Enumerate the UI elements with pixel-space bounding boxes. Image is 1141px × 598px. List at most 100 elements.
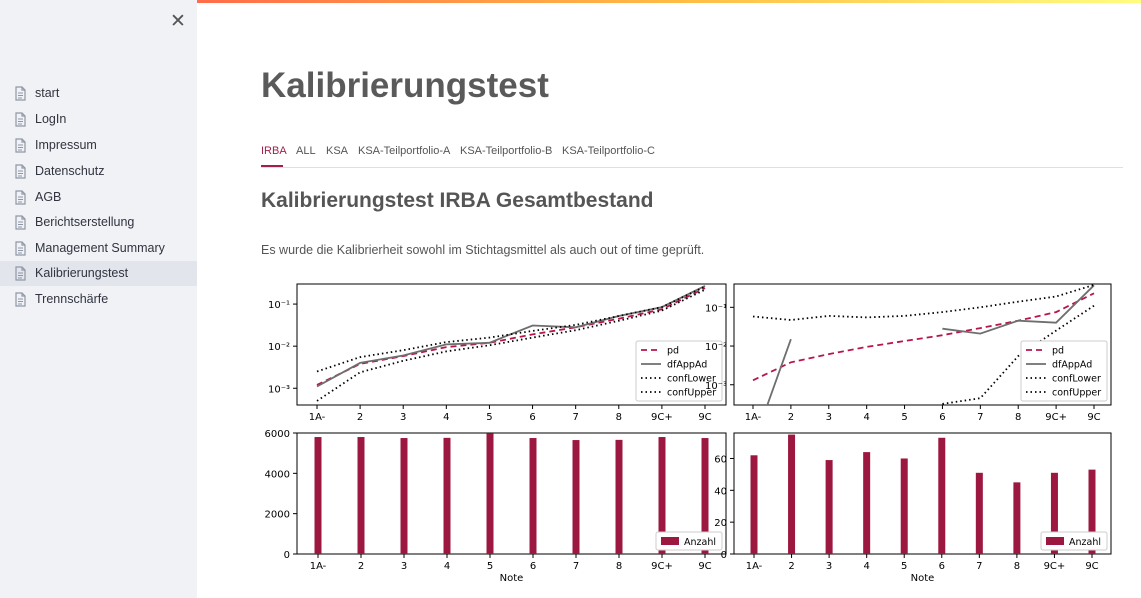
bar <box>572 440 580 554</box>
y-tick-label: 6000 <box>265 429 290 440</box>
sidebar-item-agb[interactable]: AGB <box>0 185 197 210</box>
sidebar-item-label: AGB <box>35 190 62 204</box>
y-tick-label: 4000 <box>265 469 290 480</box>
sidebar-item-login[interactable]: LogIn <box>0 107 197 132</box>
y-tick-label: 0 <box>721 550 727 561</box>
x-tick-label: 2 <box>788 412 794 423</box>
bar <box>314 437 322 554</box>
tab-ksa[interactable]: KSA <box>326 145 349 157</box>
chart-pd-log-left: 10⁻³ 10⁻² 10⁻¹ 1A- 2 3 4 5 6 7 8 9C+ 9C pd dfAppAd conf… <box>268 283 727 423</box>
x-tick-label: 3 <box>401 561 407 572</box>
tab-ksa-teilportfolio-b[interactable]: KSA-Teilportfolio-B <box>460 145 553 157</box>
sidebar-item-trennschärfe[interactable]: Trennschärfe <box>0 287 197 312</box>
legend-label: Anzahl <box>1069 537 1101 548</box>
x-tick-label: 2 <box>788 561 794 572</box>
y-tick-label: 10⁻¹ <box>268 300 290 311</box>
chart-pd-log-right: 10⁻³ 10⁻² 10⁻¹ 1A- 2 3 4 5 6 7 8 9C+ 9C pd dfAppAd conf… <box>705 283 1112 423</box>
plot-frame <box>296 283 727 406</box>
sidebar-item-label: Management Summary <box>35 241 165 255</box>
bar <box>486 433 494 554</box>
close-sidebar-button[interactable]: ✕ <box>170 11 186 32</box>
sidebar-item-management-summary[interactable]: Management Summary <box>0 236 197 261</box>
x-tick-label: 5 <box>486 412 492 423</box>
document-icon <box>15 164 26 179</box>
chart-anzahl-left: 0 2000 4000 6000 1A- 2 3 4 5 6 7 8 9C+ 9C Note Anzahl <box>265 429 727 584</box>
sidebar-item-impressum[interactable]: Impressum <box>0 133 197 158</box>
tab-ksa-teilportfolio-a[interactable]: KSA-Teilportfolio-A <box>358 145 451 157</box>
tab-ksa-teilportfolio-c[interactable]: KSA-Teilportfolio-C <box>562 145 655 157</box>
x-tick-label: 5 <box>901 561 907 572</box>
document-icon <box>15 215 26 230</box>
main-content: Kalibrierungstest IRBA ALL KSA KSA-Teilport… <box>197 0 1141 598</box>
sidebar-item-datenschutz[interactable]: Datenschutz <box>0 159 197 184</box>
bar <box>825 460 833 554</box>
series-line-pd <box>316 287 706 386</box>
x-tick-label: 6 <box>529 412 535 423</box>
y-tick-label: 60 <box>714 454 727 465</box>
x-tick-label: 8 <box>616 561 622 572</box>
x-tick-label: 9C <box>698 561 711 572</box>
bar <box>701 438 709 554</box>
x-tick-label: 1A- <box>746 561 763 572</box>
bar <box>443 437 451 554</box>
series-line-confupper <box>316 285 706 373</box>
x-tick-label: 3 <box>826 412 832 423</box>
x-axis-label: Note <box>911 573 935 584</box>
x-tick-label: 8 <box>1015 412 1021 423</box>
x-tick-label: 9C <box>698 412 711 423</box>
tab-all[interactable]: ALL <box>296 145 316 157</box>
sidebar-item-label: Berichtserstellung <box>35 215 135 229</box>
bar <box>658 437 666 554</box>
document-icon <box>15 138 26 153</box>
bar <box>900 458 908 554</box>
x-tick-label: 8 <box>616 412 622 423</box>
x-tick-label: 7 <box>573 561 579 572</box>
x-tick-label: 6 <box>530 561 536 572</box>
y-tick-label: 10⁻¹ <box>705 303 727 314</box>
sidebar-item-start[interactable]: start <box>0 81 197 106</box>
plot-frame <box>733 432 1112 555</box>
active-tab-indicator <box>261 165 283 167</box>
sidebar-item-label: Datenschutz <box>35 164 105 178</box>
x-tick-label: 5 <box>487 561 493 572</box>
y-tick-label: 10⁻³ <box>705 381 727 392</box>
legend-box <box>1020 340 1108 402</box>
legend-label: pd <box>667 346 679 357</box>
x-tick-label: 9C+ <box>1044 561 1066 572</box>
x-tick-label: 4 <box>863 561 869 572</box>
x-tick-label: 7 <box>976 561 982 572</box>
x-tick-label: 7 <box>572 412 578 423</box>
sidebar-item-berichtserstellung[interactable]: Berichtserstellung <box>0 210 197 235</box>
document-icon <box>15 112 26 127</box>
x-axis-label: Note <box>500 573 524 584</box>
document-icon <box>15 292 26 307</box>
bar <box>615 439 623 554</box>
legend-label: pd <box>1052 346 1064 357</box>
x-tick-label: 2 <box>357 412 363 423</box>
series-line-pd <box>752 292 1095 382</box>
tab-irba[interactable]: IRBA <box>261 145 287 157</box>
x-tick-label: 8 <box>1014 561 1020 572</box>
bar <box>750 455 758 554</box>
document-icon <box>15 190 26 205</box>
sidebar-item-label: Kalibrierungstest <box>35 266 129 280</box>
x-tick-label: 3 <box>826 561 832 572</box>
legend-label: dfAppAd <box>667 360 707 371</box>
tab-bar: IRBA ALL KSA KSA-Teilportfolio-A KSA-Teilpor… <box>261 141 1123 168</box>
section-title: Kalibrierungstest IRBA Gesamtbestand <box>261 189 654 212</box>
sidebar-item-label: LogIn <box>35 112 67 126</box>
legend-box <box>655 531 723 551</box>
bar <box>1088 469 1096 554</box>
legend-label: confUpper <box>667 388 716 399</box>
x-tick-label: 6 <box>939 412 945 423</box>
x-tick-label: 1A- <box>309 412 326 423</box>
bar <box>788 434 796 554</box>
legend-label: confLower <box>667 374 716 385</box>
sidebar-item-kalibrierungstest[interactable]: Kalibrierungstest <box>0 261 197 286</box>
legend-label: confLower <box>1052 374 1101 385</box>
series-line-conflower <box>316 288 706 402</box>
plot-frame <box>733 283 1112 406</box>
x-tick-label: 9C <box>1085 561 1098 572</box>
series-line-conflower <box>942 304 1095 405</box>
legend-box <box>635 340 723 402</box>
